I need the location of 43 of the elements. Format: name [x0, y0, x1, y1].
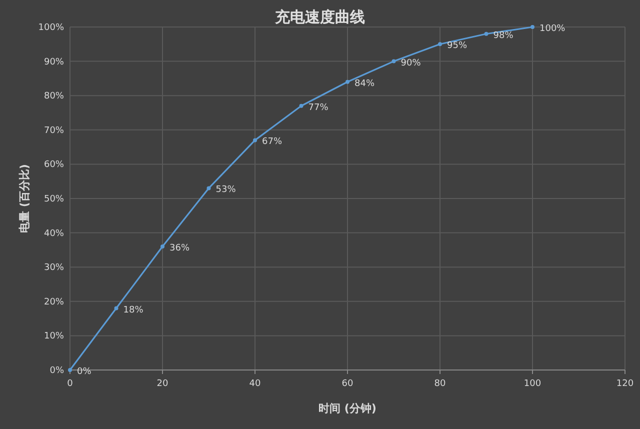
point — [438, 42, 442, 46]
x-tick-label: 80 — [434, 379, 446, 389]
y-tick-label: 40% — [44, 228, 64, 239]
data-label: 95% — [447, 41, 468, 52]
x-tick-label: 100 — [524, 379, 542, 389]
data-label: 18% — [123, 305, 144, 316]
y-tick-label: 30% — [44, 263, 64, 274]
data-label: 53% — [216, 185, 236, 196]
y-tick-label: 20% — [44, 297, 64, 308]
x-axis-title: 时间 (分钟) — [318, 402, 376, 415]
point — [530, 25, 534, 29]
point — [299, 104, 304, 108]
y-tick-label: 70% — [44, 126, 64, 136]
y-axis-title: 电量 (百分比) — [18, 164, 31, 233]
y-tick-label: 10% — [44, 332, 64, 342]
y-tick-label: 0% — [50, 366, 64, 376]
x-tick-label: 120 — [616, 379, 634, 389]
y-tick-label: 60% — [44, 160, 64, 170]
chart-title: 充电速度曲线 — [274, 8, 365, 26]
x-tick-label: 40 — [249, 379, 261, 389]
point — [392, 59, 396, 64]
data-label: 100% — [540, 24, 566, 34]
point — [160, 244, 164, 249]
y-tick-label: 50% — [44, 194, 64, 204]
data-label: 67% — [262, 137, 282, 148]
point — [206, 186, 211, 190]
x-tick-label: 60 — [342, 379, 354, 389]
data-label: 77% — [308, 102, 329, 113]
data-label: 90% — [400, 58, 422, 68]
y-tick-label: 100% — [38, 23, 64, 33]
y-tick-label: 90% — [44, 57, 64, 68]
data-label: 98% — [493, 30, 514, 41]
point — [114, 306, 118, 310]
point — [346, 80, 350, 84]
data-label: 84% — [354, 78, 375, 89]
x-tick-label: 0 — [67, 379, 74, 389]
y-tick-label: 80% — [44, 92, 64, 102]
data-label: 36% — [170, 244, 190, 254]
point — [253, 138, 257, 142]
data-label: 0% — [77, 367, 92, 377]
point — [484, 32, 488, 36]
x-tick-label: 20 — [156, 379, 168, 389]
point — [68, 368, 72, 372]
